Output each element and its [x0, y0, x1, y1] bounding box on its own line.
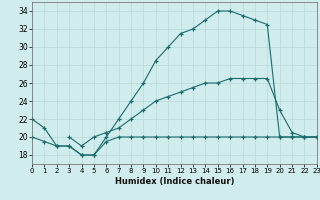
X-axis label: Humidex (Indice chaleur): Humidex (Indice chaleur): [115, 177, 234, 186]
